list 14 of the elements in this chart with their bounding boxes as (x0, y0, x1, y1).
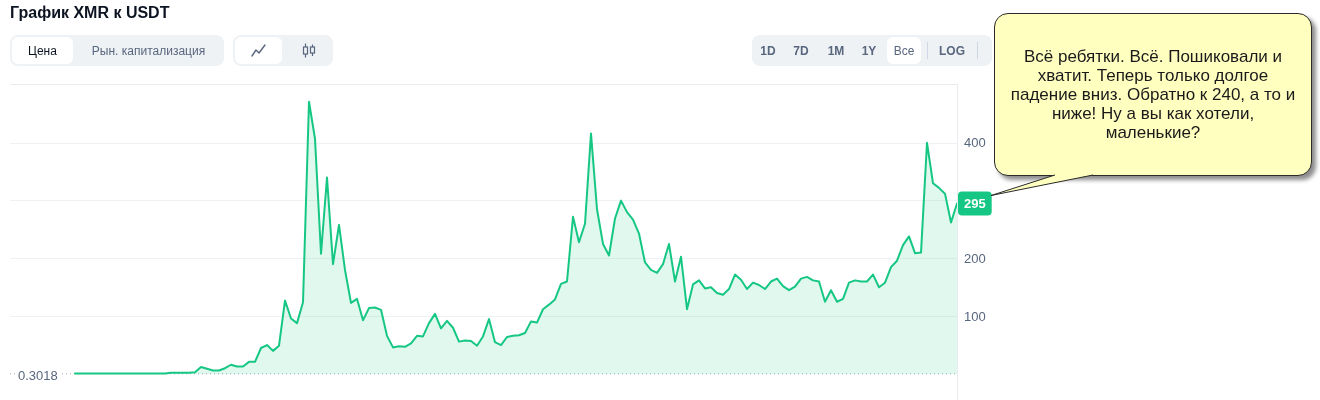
text: 1M (827, 43, 845, 58)
chart-title: График XMR к USDT (10, 3, 170, 23)
data-label: 295 (964, 195, 986, 211)
text: 7D (793, 43, 809, 58)
text: LOG (939, 43, 965, 58)
selected-tab: Все (887, 37, 921, 64)
ref-line-label: 0.3018 (18, 368, 58, 384)
text: 1Y (861, 43, 877, 58)
text: Рын. капитализация (91, 43, 206, 58)
y-tick-label: 200 (964, 250, 986, 266)
selected-tab: Цена (12, 37, 73, 64)
y-tick-label: 400 (964, 135, 986, 151)
text: 1D (760, 43, 776, 58)
y-tick-label: 100 (964, 308, 986, 324)
